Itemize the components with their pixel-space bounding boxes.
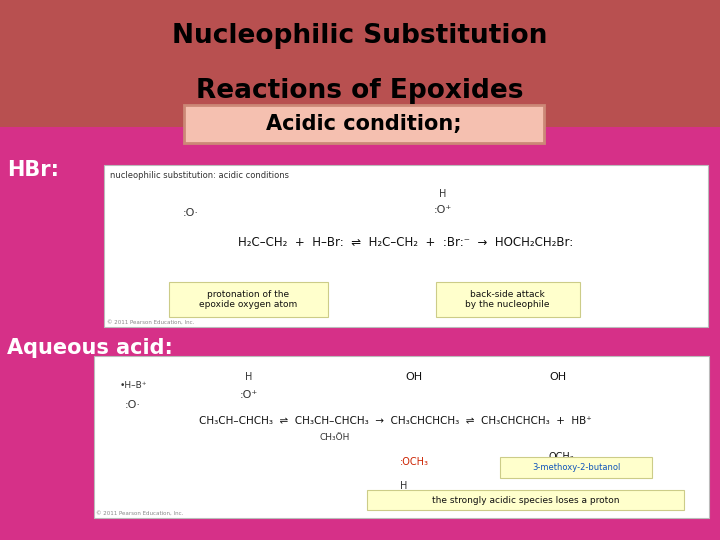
Text: :B: :B [431, 492, 441, 502]
Bar [500, 457, 652, 478]
Text: •H–B⁺: •H–B⁺ [120, 381, 147, 390]
Bar [184, 105, 544, 143]
Text: OH: OH [405, 373, 423, 382]
Text: © 2011 Pearson Education, Inc.: © 2011 Pearson Education, Inc. [107, 320, 194, 325]
Text: the strongly acidic species loses a proton: the strongly acidic species loses a prot… [432, 496, 619, 504]
Text: Aqueous acid:: Aqueous acid: [7, 338, 173, 359]
Text: CH₃ÖH: CH₃ÖH [320, 433, 350, 442]
Text: H₂C–CH₂  +  H–Br:  ⇌  H₂C–CH₂  +  :Br:⁻  →  HOCH₂CH₂Br:: H₂C–CH₂ + H–Br: ⇌ H₂C–CH₂ + :Br:⁻ → HOCH… [238, 236, 574, 249]
Text: :OCH₃: :OCH₃ [400, 457, 428, 467]
Text: OH: OH [549, 373, 567, 382]
Text: OCH₃: OCH₃ [549, 452, 575, 462]
Bar [104, 165, 708, 327]
Text: protonation of the
epoxide oxygen atom: protonation of the epoxide oxygen atom [199, 290, 297, 309]
Bar [436, 282, 580, 317]
Text: H: H [439, 189, 446, 199]
Bar [367, 490, 684, 510]
Text: HBr:: HBr: [7, 160, 59, 180]
Bar [94, 356, 709, 518]
Text: CH₃CH–CHCH₃  ⇌  CH₃CH–CHCH₃  →  CH₃CHCHCH₃  ⇌  CH₃CHCHCH₃  +  HB⁺: CH₃CH–CHCH₃ ⇌ CH₃CH–CHCH₃ → CH₃CHCHCH₃ ⇌… [199, 416, 592, 426]
Text: nucleophilic substitution: acidic conditions: nucleophilic substitution: acidic condit… [110, 171, 289, 180]
Text: back-side attack
by the nucleophile: back-side attack by the nucleophile [465, 290, 550, 309]
Text: Nucleophilic Substitution: Nucleophilic Substitution [172, 23, 548, 49]
Text: :O⁺: :O⁺ [239, 390, 258, 400]
Text: :O·: :O· [183, 208, 199, 218]
Bar [169, 282, 328, 317]
Text: :O·: :O· [125, 400, 141, 410]
Text: :O⁺: :O⁺ [433, 205, 452, 215]
Text: 3-methoxy-2-butanol: 3-methoxy-2-butanol [532, 463, 620, 472]
Bar [0, 0, 720, 127]
Text: Acidic condition;: Acidic condition; [266, 114, 462, 134]
Text: H: H [245, 373, 252, 382]
Text: © 2011 Pearson Education, Inc.: © 2011 Pearson Education, Inc. [96, 511, 183, 516]
Text: Reactions of Epoxides: Reactions of Epoxides [197, 78, 523, 104]
Text: H: H [400, 481, 407, 491]
